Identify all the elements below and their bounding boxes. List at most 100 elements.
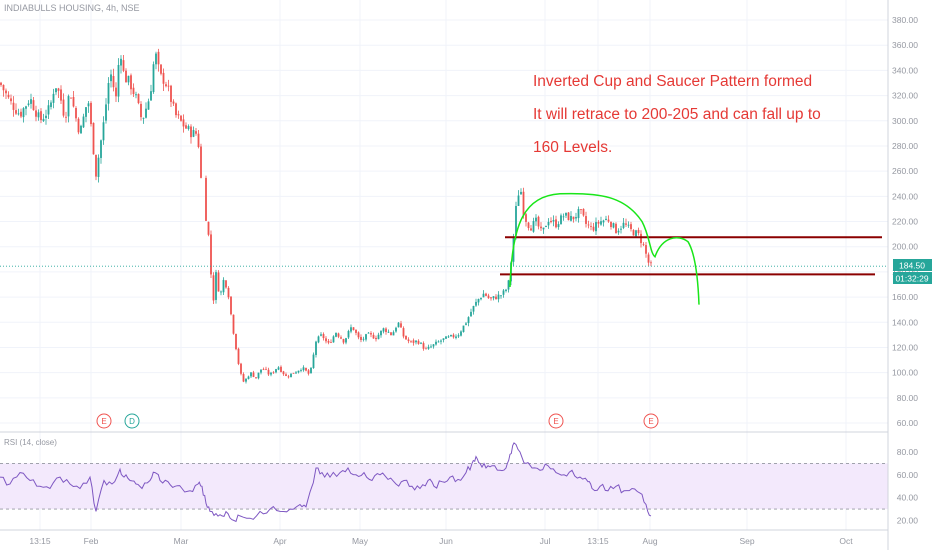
time-axis-tick: Apr [273,536,286,546]
annotation-line-2: It will retrace to 200-205 and can fall … [533,106,821,123]
candle-body [245,378,247,382]
candle-body [50,102,52,107]
candle-body [322,334,325,339]
candle-body [172,101,175,104]
candle-body [612,223,615,228]
candle-body [422,343,425,349]
candle-body [427,346,430,349]
rsi-band [0,463,888,510]
price-axis-tick: 140.00 [892,317,918,327]
candle-body [407,339,410,342]
event-marker-label: E [553,417,558,426]
candle-body [520,191,522,195]
price-axis-tick: 180.00 [892,267,918,277]
time-axis-tick: Mar [174,536,189,546]
price-axis-tick: 60.00 [897,418,919,428]
candle-body [570,215,572,221]
cup-and-saucer-curve [509,192,700,305]
candle-body [105,104,107,121]
candle-body [167,85,170,87]
time-axis-tick: Oct [839,536,853,546]
candle-body [170,85,172,102]
candle-body [0,82,2,85]
candle-body [40,111,42,121]
candle-body [252,372,255,377]
candle-body [317,336,320,343]
candle-body [45,115,47,119]
candle-body [282,371,285,375]
candle-body [517,195,520,206]
candle-body [97,157,100,177]
candle-body [410,340,412,342]
candle-body [75,108,77,119]
candle-body [130,75,132,90]
price-axis-tick: 120.00 [892,342,918,352]
candle-body [445,336,447,339]
time-axis-tick: Jul [540,536,551,546]
candle-body [582,208,585,216]
candle-body [490,297,492,299]
candle-body [145,108,147,118]
candle-body [110,74,112,82]
candle-body [585,216,587,224]
candle-body [497,294,500,300]
candle-body [547,221,550,226]
candle-body [55,88,57,93]
rsi-line [0,442,652,523]
candle-body [187,126,190,129]
candle-body [552,219,555,222]
candle-body [295,372,297,374]
candle-body [180,115,182,121]
candle-body [90,102,92,125]
candle-body [605,218,607,221]
price-axis-tick: 220.00 [892,217,918,227]
rsi-axis-tick: 40.00 [897,493,919,503]
candle-body [297,370,300,373]
candle-body [487,295,490,299]
candle-body [227,287,230,298]
candle-body [240,363,242,374]
candle-body [305,367,307,371]
candle-body [595,222,597,232]
candle-body [337,333,340,337]
candle-body [262,369,265,371]
candle-body [265,368,267,370]
candle-body [590,226,592,227]
candle-body [572,216,575,220]
candle-body [182,119,185,127]
time-axis-tick: 13:15 [587,536,609,546]
candle-body [27,103,30,105]
candle-body [385,328,387,332]
candle-body [42,118,45,122]
time-axis-tick: Jun [439,536,453,546]
rsi-axis-tick: 80.00 [897,447,919,457]
candle-body [225,280,227,288]
candle-body [622,222,625,228]
candle-body [247,376,250,379]
candle-body [630,224,632,230]
candle-body [627,224,630,226]
candle-body [37,112,40,118]
candle-body [555,219,557,228]
annotation-line-1: Inverted Cup and Saucer Pattern formed [533,73,813,90]
candle-body [272,372,275,374]
candle-body [567,212,570,221]
candle-body [285,374,287,376]
candle-body [562,216,565,218]
candle-body [557,224,560,228]
candle-body [47,105,50,115]
candle-body [237,348,240,364]
candle-body [52,93,55,103]
candle-body [540,226,542,229]
candle-body [537,216,540,227]
candle-body [35,110,37,117]
candle-body [362,338,365,340]
candle-body [165,84,167,87]
candle-body [465,323,467,325]
candle-body [377,334,380,340]
rsi-panel-title: RSI (14, close) [4,438,57,447]
rsi-axis-tick: 20.00 [897,516,919,526]
candle-body [532,221,535,232]
time-axis-tick: Sep [739,536,754,546]
